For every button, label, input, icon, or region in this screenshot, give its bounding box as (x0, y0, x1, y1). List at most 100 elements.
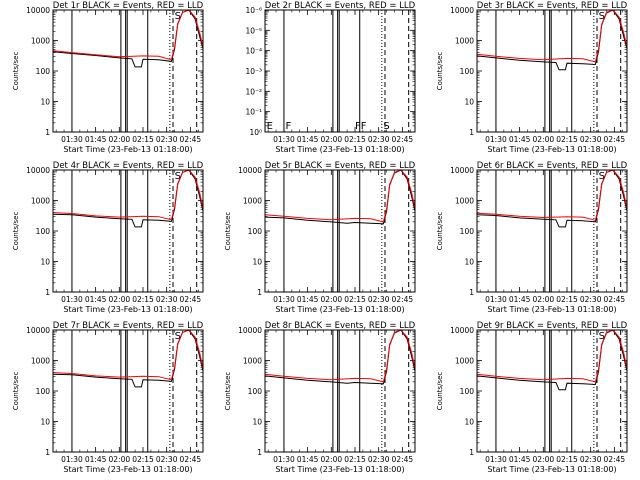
y-tick-label: 1000 (31, 357, 50, 366)
x-tick-label: 01:45 (297, 135, 319, 144)
lld-rate-line (264, 329, 416, 383)
panel-title: Det 3r BLACK = Events, RED = LLD (477, 1, 628, 11)
x-tick-label: 02:00 (533, 455, 555, 464)
x-tick-label: 02:15 (556, 295, 578, 304)
region-flag-label: E (267, 121, 273, 132)
x-tick-label: 02:45 (180, 135, 202, 144)
y-tick-label: 10⁻¹ (245, 108, 262, 117)
panel-title: Det 8r BLACK = Events, RED = LLD (265, 321, 416, 331)
y-tick-label: 10⁻³ (245, 67, 262, 76)
y-tick-label: 10000 (26, 326, 50, 335)
y-tick-label: 10000 (238, 326, 262, 335)
region-flag-label: S (599, 331, 605, 342)
x-tick-label: 02:45 (392, 135, 414, 144)
x-tick-label: 01:30 (273, 135, 295, 144)
x-tick-label: 02:15 (132, 135, 154, 144)
panel-5: Det 5r BLACK = Events, RED = LLD Counts/s… (224, 161, 416, 314)
x-tick-label: 02:45 (180, 295, 202, 304)
x-tick-label: 02:15 (344, 455, 366, 464)
region-flag-label: S (175, 331, 181, 342)
region-flag-label: FF (355, 121, 367, 132)
y-tick-label: 10 (40, 98, 50, 107)
x-tick-label: 01:30 (485, 135, 507, 144)
y-tick-label: 100 (460, 67, 475, 76)
x-axis-label: Start Time (23-Feb-13 01:18:00) (275, 465, 404, 474)
x-tick-label: 02:00 (533, 295, 555, 304)
plot-frame (476, 169, 628, 293)
x-tick-label: 02:30 (368, 295, 390, 304)
lld-rate-line (264, 169, 416, 223)
x-tick-label: 01:30 (61, 295, 83, 304)
x-tick-label: 02:15 (132, 295, 154, 304)
y-tick-label: 10000 (26, 6, 50, 15)
y-tick-label: 1 (469, 448, 474, 457)
events-rate-line (264, 169, 416, 225)
x-tick-label: 02:30 (580, 295, 602, 304)
y-tick-label: 10⁻⁵ (245, 26, 262, 35)
lld-rate-line (52, 9, 204, 61)
x-tick-label: 02:15 (344, 135, 366, 144)
x-tick-label: 01:45 (509, 135, 531, 144)
x-tick-label: 01:45 (85, 455, 107, 464)
y-tick-label: 10⁻⁶ (245, 6, 262, 15)
x-tick-label: 01:45 (85, 295, 107, 304)
y-tick-label: 10000 (26, 166, 50, 175)
x-tick-label: 02:45 (180, 455, 202, 464)
y-tick-label: 1 (257, 288, 262, 297)
x-tick-label: 02:15 (132, 455, 154, 464)
y-tick-label: 10 (40, 258, 50, 267)
y-tick-label: 10⁰ (249, 128, 262, 137)
x-tick-label: 01:45 (509, 295, 531, 304)
x-tick-label: 02:30 (368, 135, 390, 144)
y-tick-label: 1000 (31, 197, 50, 206)
x-tick-label: 01:45 (297, 295, 319, 304)
y-tick-label: 100 (36, 387, 51, 396)
panel-3: Det 3r BLACK = Events, RED = LLD Counts/s… (436, 1, 628, 154)
panel-8: Det 8r BLACK = Events, RED = LLD Counts/s… (224, 321, 416, 474)
lld-rate-line (476, 9, 628, 63)
panel-title: Det 2r BLACK = Events, RED = LLD (265, 1, 416, 11)
x-tick-label: 02:45 (392, 455, 414, 464)
x-tick-label: 02:15 (344, 295, 366, 304)
x-tick-label: 02:30 (580, 455, 602, 464)
plot-frame (264, 169, 416, 293)
y-tick-label: 1000 (243, 357, 262, 366)
y-axis-label: Counts/sec (224, 372, 232, 411)
y-tick-label: 1 (45, 128, 50, 137)
x-axis-label: Start Time (23-Feb-13 01:18:00) (275, 305, 404, 314)
panel-6: Det 6r BLACK = Events, RED = LLD Counts/s… (436, 161, 628, 314)
y-tick-label: 1 (257, 448, 262, 457)
y-tick-label: 1 (469, 288, 474, 297)
x-tick-label: 02:00 (533, 135, 555, 144)
x-tick-label: 02:45 (604, 455, 626, 464)
panel-2: Det 2r BLACK = Events, RED = LLD Start Ti… (245, 1, 415, 154)
y-tick-label: 10 (464, 98, 474, 107)
plot-frame (52, 329, 204, 453)
y-tick-label: 10 (464, 418, 474, 427)
x-tick-label: 01:30 (61, 135, 83, 144)
plot-frame (264, 329, 416, 453)
y-tick-label: 1 (469, 128, 474, 137)
y-tick-label: 10000 (450, 166, 474, 175)
panel-title: Det 5r BLACK = Events, RED = LLD (265, 161, 416, 171)
x-tick-label: 01:30 (273, 295, 295, 304)
y-tick-label: 100 (248, 227, 263, 236)
region-flag-label: S (383, 121, 389, 132)
x-tick-label: 02:30 (368, 455, 390, 464)
y-axis-label: Counts/sec (224, 212, 232, 251)
x-tick-label: 01:45 (509, 455, 531, 464)
panel-title: Det 7r BLACK = Events, RED = LLD (53, 321, 204, 331)
y-tick-label: 1000 (455, 197, 474, 206)
x-tick-label: 02:00 (321, 135, 343, 144)
events-rate-line (264, 329, 416, 385)
y-axis-label: Counts/sec (436, 212, 444, 251)
x-tick-label: 01:45 (85, 135, 107, 144)
x-tick-label: 02:15 (556, 455, 578, 464)
region-flag-label: S (175, 11, 181, 22)
panel-title: Det 1r BLACK = Events, RED = LLD (53, 1, 204, 11)
y-axis-label: Counts/sec (12, 52, 20, 91)
y-axis-label: Counts/sec (436, 372, 444, 411)
y-tick-label: 1 (45, 288, 50, 297)
y-tick-label: 1 (45, 448, 50, 457)
plot-frame (476, 329, 628, 453)
